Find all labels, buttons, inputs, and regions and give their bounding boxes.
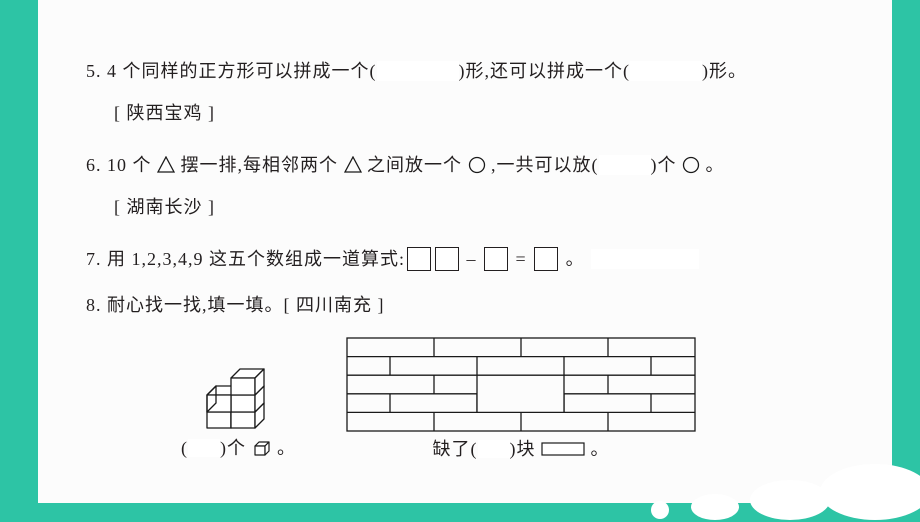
q8-cube-blank[interactable] [188, 439, 220, 457]
q6-text-3: 之间放一个 [362, 156, 468, 174]
q7-minus: – [461, 250, 482, 268]
q8-cube-cap-end: 。 [272, 439, 297, 457]
triangle-icon [157, 156, 175, 174]
q5-text-2: )形,还可以拼成一个( [459, 62, 631, 80]
q5-number: 5. [86, 62, 102, 80]
q8-figures-row: ( )个 。 [86, 337, 844, 458]
q8-wall-cap-l: 缺了( [433, 440, 478, 458]
q5-blank-2[interactable] [630, 61, 702, 81]
q8-text-1: 耐心找一找,填一填。[ 四川南充 ] [102, 296, 385, 314]
q6-source: [ 湖南长沙 ] [86, 193, 844, 221]
q8-cube-cap-r: )个 [220, 439, 252, 457]
q7-digitbox-2[interactable] [435, 247, 459, 271]
decorative-cloud-trail-icon [620, 462, 920, 522]
q8-cube-figure: ( )个 。 [181, 352, 296, 458]
q6-text-5: )个 [651, 156, 683, 174]
circle-icon [468, 156, 486, 174]
circle-icon [682, 156, 700, 174]
q8-cube-cap-l: ( [181, 439, 188, 457]
q8-number: 8. [86, 296, 102, 314]
q7-digitbox-4[interactable] [534, 247, 558, 271]
q5-source-text: [ 陕西宝鸡 ] [114, 104, 215, 122]
q5-text-3: )形。 [702, 62, 747, 80]
q5-blank-1[interactable] [377, 61, 459, 81]
q6-blank[interactable] [599, 155, 651, 175]
q8-line: 8. 耐心找一找,填一填。[ 四川南充 ] [86, 291, 844, 319]
q6-line1: 6. 10 个 摆一排,每相邻两个 之间放一个 ,一共可以放( )个 。 [86, 151, 844, 179]
brick-wall-icon [346, 337, 696, 432]
q8-cube-caption: ( )个 。 [181, 438, 296, 458]
q8-wall-blank[interactable] [478, 440, 510, 458]
q7-number: 7. [86, 250, 102, 268]
q7-line: 7. 用 1,2,3,4,9 这五个数组成一道算式: – = 。 [86, 245, 844, 273]
q6-text-4: ,一共可以放( [486, 156, 599, 174]
q8-wall-figure: 缺了( )块 。 [346, 337, 696, 458]
q7-end: 。 [560, 250, 585, 268]
q8-wall-cap-r: )块 [510, 440, 542, 458]
q6-text-2: 摆一排,每相邻两个 [175, 156, 344, 174]
q6-text-1: 10 个 [102, 156, 158, 174]
q8-wall-caption: 缺了( )块 。 [433, 440, 610, 458]
q6-number: 6. [86, 156, 102, 174]
q5-text-1: 4 个同样的正方形可以拼成一个( [102, 62, 377, 80]
single-cube-icon [252, 438, 272, 458]
q7-digitbox-3[interactable] [484, 247, 508, 271]
q6-text-6: 。 [700, 156, 725, 174]
q7-eq: = [510, 250, 532, 268]
worksheet-paper: 5. 4 个同样的正方形可以拼成一个( )形,还可以拼成一个( )形。 [ 陕西… [38, 0, 892, 503]
triangle-icon [344, 156, 362, 174]
q7-text-1: 用 1,2,3,4,9 这五个数组成一道算式: [102, 250, 406, 268]
q7-digitbox-1[interactable] [407, 247, 431, 271]
q7-trailing-blank [591, 249, 699, 269]
q5-source: [ 陕西宝鸡 ] [86, 99, 844, 127]
cubes-icon [192, 352, 286, 430]
q5-line1: 5. 4 个同样的正方形可以拼成一个( )形,还可以拼成一个( )形。 [86, 57, 844, 85]
single-brick-icon [541, 442, 585, 456]
q8-wall-cap-end: 。 [585, 440, 610, 458]
q6-source-text: [ 湖南长沙 ] [114, 198, 215, 216]
